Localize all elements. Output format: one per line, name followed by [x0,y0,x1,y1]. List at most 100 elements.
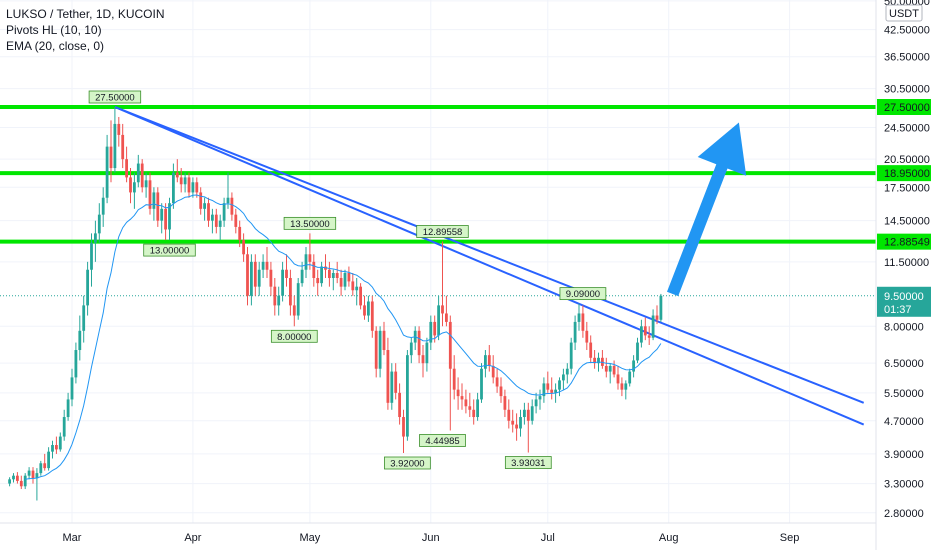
pivot-label-box [88,90,142,104]
candle-body [370,301,374,331]
candle-body [562,374,565,381]
candle-body [109,146,113,169]
x-tick-label: Mar [63,532,82,544]
candle-body [636,342,639,361]
candle-body [35,473,39,479]
candle-body [74,350,78,378]
candle-body [265,261,269,270]
pivot-label-box [416,225,469,238]
time-axis[interactable]: Mar Apr May Jun Jul Aug Sep [63,532,800,544]
candle-body [86,269,89,306]
symbol-title[interactable]: LUKSO / Tether, 1D, KUCOIN [6,7,165,21]
candle-body [133,182,136,193]
candle-body [12,475,15,480]
candle-body [234,214,238,227]
candle-body [331,273,335,279]
candle-body [164,208,167,230]
candle-body [386,350,390,403]
indicator-ema[interactable]: EMA (20, close, 0) [6,39,105,53]
candle-body [51,445,54,452]
candle-body [441,305,444,314]
candle-body [437,305,440,336]
candle-body [183,177,187,185]
pivot-label-box [143,243,196,257]
candle-body [620,383,624,390]
y-tick-label: 5.50000 [884,388,924,400]
candle-body [39,463,43,474]
candle-body [542,383,546,397]
candle-body [273,286,277,306]
y-tick-label: 20.50000 [884,154,930,166]
candle-body [589,342,593,358]
candle-body [191,182,195,193]
grid [0,0,876,523]
pivot-label-text: 12.89558 [423,227,463,238]
candle-body [292,305,296,316]
level-tag-bg [877,99,931,115]
candle-body [31,470,35,479]
candle-body [117,123,121,135]
candle-body [47,451,50,469]
trendline [114,106,865,404]
candle-body [604,365,608,372]
candle-body [597,357,600,364]
candle-body [335,273,339,279]
candle-body [425,342,429,364]
y-tick-label: 50.00000 [884,0,930,8]
y-tick-label: 30.50000 [884,84,930,96]
y-tick-label: 36.50000 [884,52,930,64]
candle-body [429,321,433,343]
candle-body [289,278,292,306]
candle-body [199,192,203,209]
pivot-label-box [270,329,318,343]
candle-body [218,220,222,227]
price-axis[interactable]: 50.00000 42.50000 36.50000 30.50000 24.50000… [884,0,930,520]
candle-body [445,313,448,322]
candle-body [585,330,589,343]
candle-body [136,163,140,183]
breakout-arrow [667,122,747,297]
candle-body [242,240,245,255]
y-tick-label: 14.50000 [884,216,930,228]
candle-body [97,214,101,234]
candle-body [277,295,281,306]
candle-body [320,266,323,284]
candle-body [211,214,214,221]
candle-body [113,123,117,169]
pivot-label-text: 4.44985 [425,436,459,447]
candle-body [82,305,86,331]
y-tick-label: 8.00000 [884,321,924,333]
candle-body [608,365,612,372]
candle-body [300,269,304,284]
countdown-label: 01:37 [884,304,912,316]
candle-body [534,399,538,407]
ema-line [25,194,662,480]
x-tick-label: May [300,532,321,544]
candle-body [316,278,320,284]
candle-body [515,424,518,429]
candle-body [480,368,483,400]
indicator-pivots[interactable]: Pivots HL (10, 10) [6,23,102,37]
y-tick-label: 3.30000 [884,479,924,491]
candle-body [554,389,557,393]
trendlines [114,106,865,426]
candle-body [456,389,460,397]
candle-body [281,269,284,296]
candle-body [351,281,355,291]
candle-body [250,261,253,296]
candle-body [409,342,413,356]
candle-body [8,479,11,484]
x-tick-label: Jun [422,532,440,544]
pivot-label-box [384,456,431,470]
candle-body [343,273,347,287]
candle-body [550,389,554,393]
pivot-label-text: 9.09000 [566,289,600,300]
candle-body [257,269,261,287]
candle-body [175,172,179,178]
current-price-tag-bg [877,286,931,317]
currency-badge: USDT [885,4,923,22]
candle-body [140,163,144,188]
candle-body [152,192,156,209]
candle-body [402,417,405,437]
